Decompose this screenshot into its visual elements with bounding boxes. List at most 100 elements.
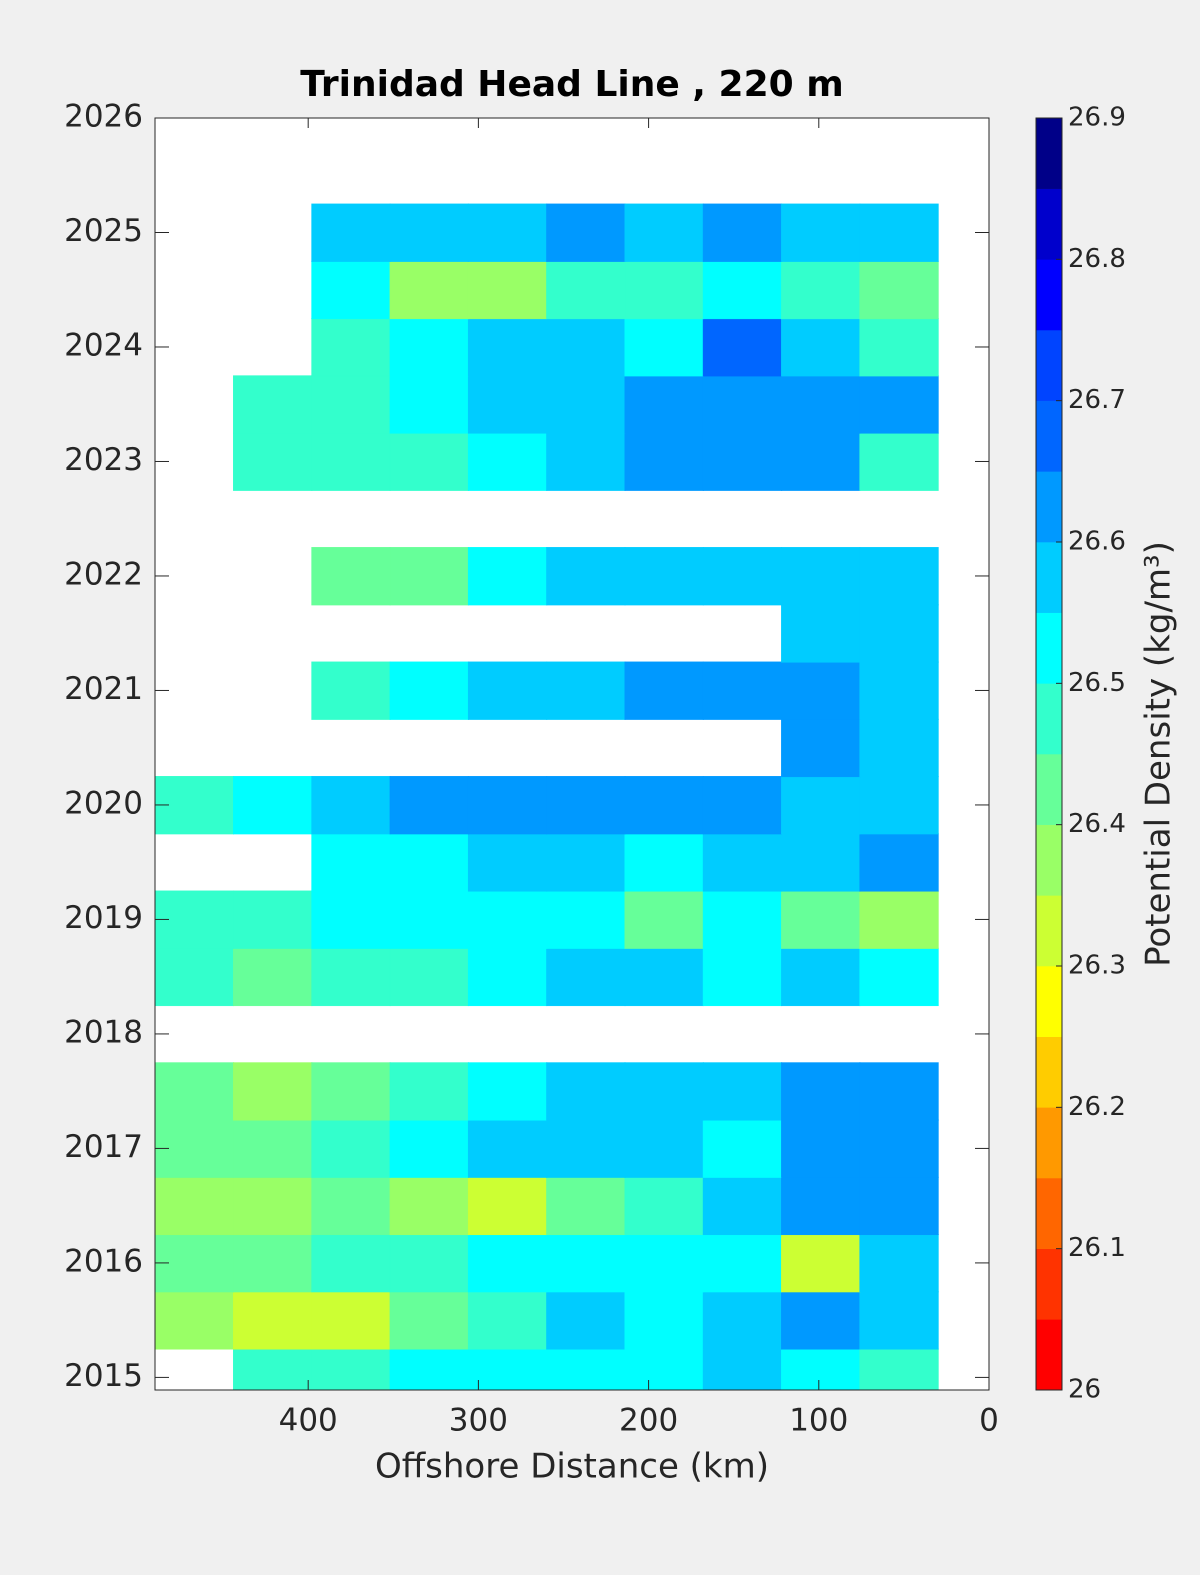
colorbar-band <box>1036 118 1062 189</box>
density-cell <box>702 375 783 434</box>
y-tick-label: 2021 <box>64 671 143 707</box>
density-cell <box>546 661 626 720</box>
density-cell <box>702 432 783 491</box>
axes-box <box>154 117 990 1391</box>
density-cell <box>624 318 704 377</box>
density-cell <box>781 1062 861 1121</box>
density-cell <box>781 1291 861 1350</box>
y-tick-label: 2019 <box>64 900 143 936</box>
colorbar-band <box>1036 683 1062 755</box>
density-cell <box>702 947 783 1007</box>
density-cell <box>702 890 783 949</box>
density-cell <box>859 604 939 663</box>
density-cell <box>624 1291 704 1350</box>
colorbar-tick-label: 26.9 <box>1068 103 1126 133</box>
density-cell <box>233 1234 313 1293</box>
density-cell <box>702 776 783 835</box>
density-cell <box>233 947 313 1007</box>
density-cell <box>546 1348 626 1390</box>
density-cell <box>624 1176 704 1236</box>
y-tick-label: 2015 <box>64 1358 143 1394</box>
density-cell <box>546 833 626 892</box>
y-tick-label: 2022 <box>64 556 143 592</box>
density-cell <box>702 661 783 720</box>
colorbar-box <box>1035 117 1063 1391</box>
density-cell <box>781 718 861 778</box>
density-cell <box>233 1119 313 1178</box>
density-cell <box>389 1119 469 1178</box>
colorbar-band <box>1036 542 1062 613</box>
x-tick-label: 400 <box>279 1403 338 1439</box>
density-cell <box>624 1062 704 1121</box>
density-cell <box>702 260 783 320</box>
density-cell <box>859 1062 939 1121</box>
colorbar-tick-label: 26.2 <box>1068 1092 1126 1122</box>
density-cell <box>624 890 704 949</box>
density-cell <box>389 1062 469 1121</box>
density-cell <box>859 1234 939 1293</box>
density-cell <box>702 1291 783 1350</box>
density-cell <box>233 375 313 434</box>
density-cell <box>311 203 391 262</box>
colorbar-tick-label: 26.7 <box>1068 385 1126 415</box>
density-cell <box>311 833 391 892</box>
density-cell <box>624 432 704 491</box>
density-cell <box>859 890 939 949</box>
density-cell <box>859 260 939 320</box>
chart-title: Trinidad Head Line , 220 m <box>300 64 843 105</box>
density-cell <box>546 1062 626 1121</box>
density-cell <box>702 318 783 377</box>
density-cell <box>624 547 704 606</box>
density-cell <box>781 1176 861 1236</box>
density-cell <box>467 833 548 892</box>
density-cell <box>389 318 469 377</box>
density-cell <box>155 1291 235 1350</box>
x-tick-label: 100 <box>789 1403 848 1439</box>
density-cell <box>546 432 626 491</box>
density-cell <box>624 375 704 434</box>
colorbar-band <box>1036 1319 1062 1391</box>
density-cell <box>389 833 469 892</box>
density-cell <box>467 1062 548 1121</box>
density-cell <box>311 1062 391 1121</box>
density-cell <box>859 833 939 892</box>
density-cell <box>859 1291 939 1350</box>
y-tick-label: 2024 <box>64 327 143 363</box>
y-tick-label: 2026 <box>64 99 143 135</box>
density-cell <box>859 718 939 778</box>
colorbar-band <box>1036 895 1062 967</box>
density-cell <box>624 1119 704 1178</box>
colorbar-band <box>1036 966 1062 1037</box>
density-cell <box>781 432 861 491</box>
density-cell <box>781 375 861 434</box>
y-tick-label: 2017 <box>64 1129 143 1165</box>
density-cell <box>233 1176 313 1236</box>
density-cell <box>781 604 861 663</box>
colorbar-band <box>1036 612 1062 684</box>
colorbar-band <box>1036 259 1062 331</box>
density-cell <box>624 947 704 1007</box>
density-cell <box>781 661 861 720</box>
density-cell <box>546 1176 626 1236</box>
density-cell <box>389 776 469 835</box>
density-cell <box>233 1291 313 1350</box>
density-cell <box>311 1291 391 1350</box>
colorbar-band <box>1036 1248 1062 1320</box>
density-cell <box>859 432 939 491</box>
y-tick-label: 2018 <box>64 1014 143 1050</box>
density-cell <box>467 661 548 720</box>
x-tick-label: 0 <box>979 1403 999 1439</box>
colorbar-band <box>1036 1107 1062 1179</box>
density-cell <box>859 661 939 720</box>
density-cell <box>781 260 861 320</box>
density-cell <box>859 547 939 606</box>
density-cell <box>467 1176 548 1236</box>
density-cell <box>389 260 469 320</box>
colorbar-tick-label: 26.1 <box>1068 1233 1126 1263</box>
colorbar-band <box>1036 188 1062 260</box>
density-cell <box>233 1348 313 1390</box>
density-cell <box>781 833 861 892</box>
x-tick-label: 200 <box>619 1403 678 1439</box>
